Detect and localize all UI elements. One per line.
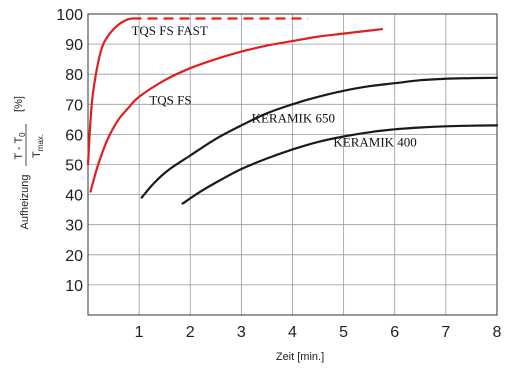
x-tick-label: 8	[493, 324, 502, 341]
y-tick-label: 100	[56, 7, 83, 24]
y-tick-label: 90	[65, 37, 83, 54]
y-tick-label: 60	[65, 127, 83, 144]
series-annotation: TQS FS	[149, 92, 191, 107]
x-tick-label: 5	[339, 324, 348, 341]
series-line-keramik-400	[181, 124, 499, 205]
y-tick-label: 50	[65, 158, 83, 175]
y-axis-label-prefix: Aufheizung	[19, 174, 31, 229]
series-annotation: KERAMIK 650	[252, 110, 335, 125]
y-axis-label-unit: [%]	[13, 96, 25, 112]
x-tick-label: 1	[135, 324, 144, 341]
y-tick-label: 80	[65, 67, 83, 84]
y-tick-label: 40	[65, 188, 83, 205]
series-line-tqs-fs-fast	[86, 17, 133, 166]
x-tick-label: 4	[288, 324, 297, 341]
y-axis-label-numerator: T - T0	[13, 132, 27, 160]
y-tick-label: 20	[65, 248, 83, 265]
y-tick-label: 30	[65, 218, 83, 235]
annotation-layer: TQS FS FAST TQS FS KERAMIK 650 KERAMIK 400	[131, 23, 416, 149]
series-annotation: TQS FS FAST	[131, 23, 207, 38]
series-layer	[86, 17, 499, 205]
y-tick-labels: 10 20 30 40 50 60 70 80 90 100	[56, 7, 83, 295]
y-axis-label: Aufheizung T - T0 Tmax. [%]	[13, 96, 45, 229]
x-tick-label: 2	[186, 324, 195, 341]
x-tick-label: 7	[441, 324, 450, 341]
series-line-keramik-650	[140, 76, 499, 199]
series-line-tqs-fs	[89, 28, 384, 193]
x-tick-labels: 1 2 3 4 5 6 7 8	[135, 324, 502, 341]
x-tick-label: 3	[237, 324, 246, 341]
y-tick-label: 10	[65, 278, 83, 295]
y-axis-label-denominator: Tmax.	[31, 134, 45, 158]
series-annotation: KERAMIK 400	[333, 134, 416, 149]
y-tick-label: 70	[65, 97, 83, 114]
x-axis-label: Zeit [min.]	[276, 351, 324, 363]
x-tick-label: 6	[390, 324, 399, 341]
